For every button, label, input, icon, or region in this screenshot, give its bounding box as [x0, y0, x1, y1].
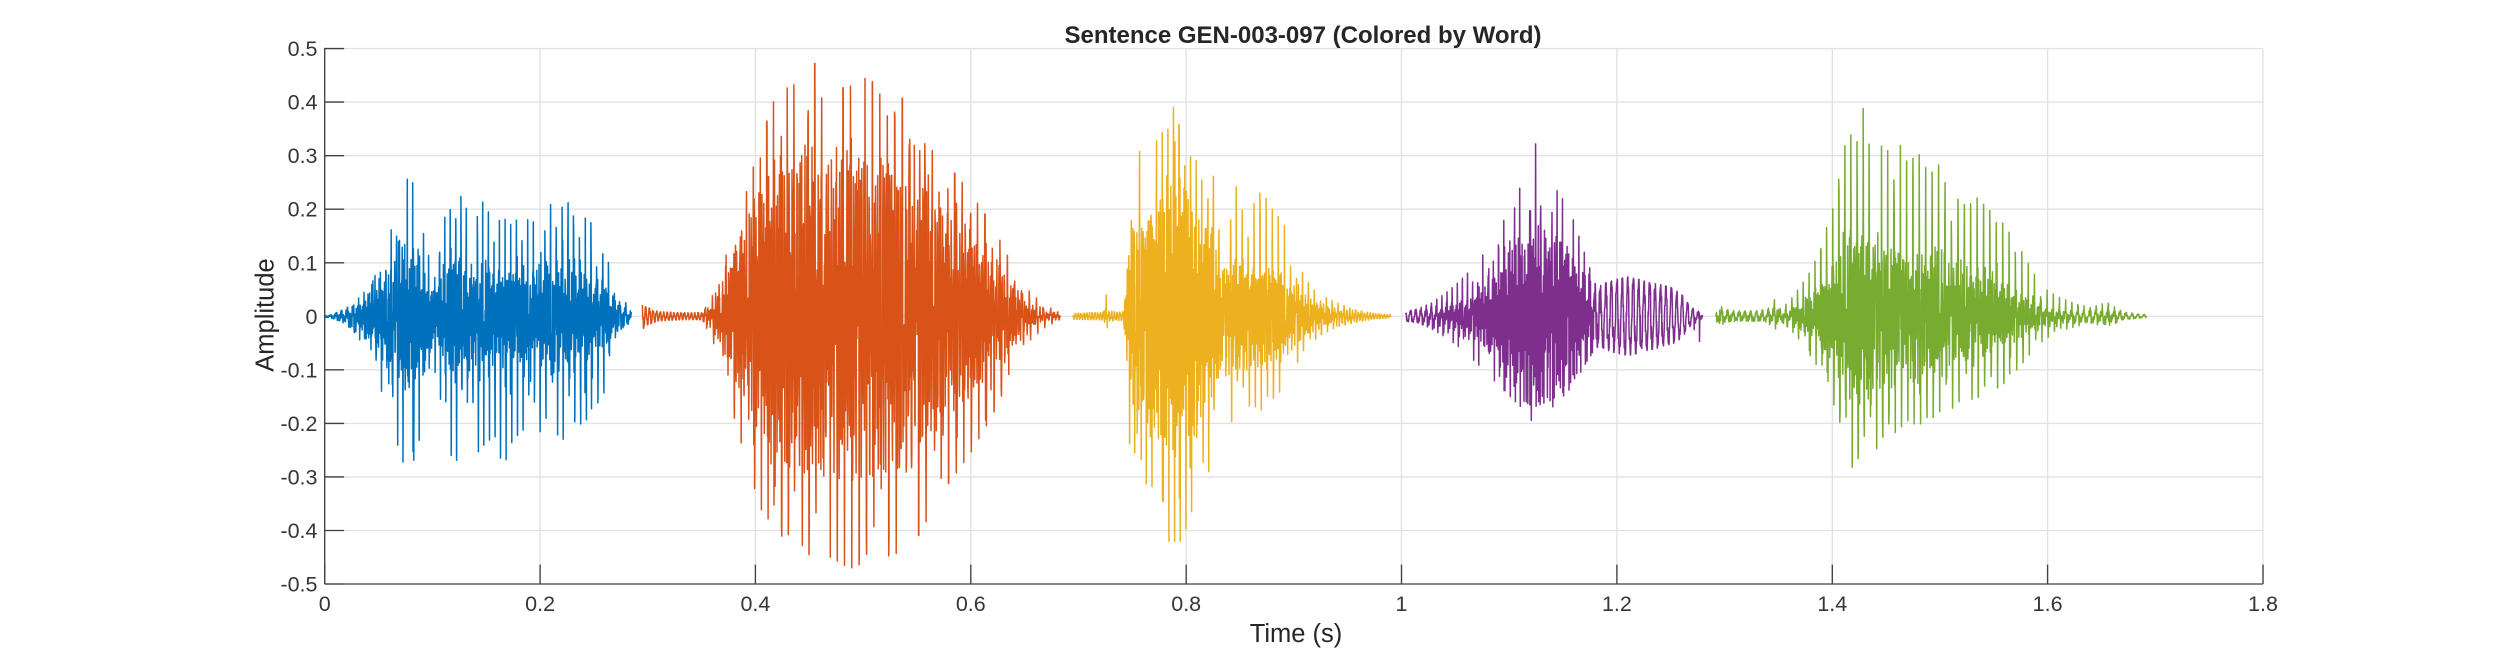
svg-text:0.2: 0.2 — [525, 592, 555, 616]
svg-text:0.8: 0.8 — [1171, 592, 1201, 616]
svg-text:0.6: 0.6 — [956, 592, 986, 616]
svg-text:1.2: 1.2 — [1602, 592, 1632, 616]
svg-text:-0.3: -0.3 — [280, 465, 317, 489]
svg-text:-0.5: -0.5 — [280, 573, 317, 597]
svg-text:-0.1: -0.1 — [280, 358, 317, 382]
svg-text:1.4: 1.4 — [1817, 592, 1847, 616]
svg-text:0: 0 — [306, 305, 318, 329]
svg-text:0.3: 0.3 — [288, 144, 318, 168]
svg-text:0.4: 0.4 — [740, 592, 770, 616]
svg-text:0: 0 — [319, 592, 331, 616]
svg-text:1.6: 1.6 — [2033, 592, 2063, 616]
svg-text:0.1: 0.1 — [288, 251, 318, 275]
svg-text:Sentence GEN-003-097 (Colored: Sentence GEN-003-097 (Colored by Word) — [1065, 22, 1542, 49]
svg-text:0.4: 0.4 — [288, 91, 318, 115]
svg-text:0.2: 0.2 — [288, 198, 318, 222]
svg-text:-0.2: -0.2 — [280, 412, 317, 436]
svg-text:Amplitude: Amplitude — [252, 258, 280, 371]
svg-text:-0.4: -0.4 — [280, 519, 317, 543]
svg-text:1: 1 — [1396, 592, 1408, 616]
svg-text:Time (s): Time (s) — [1250, 620, 1343, 648]
svg-text:0.5: 0.5 — [288, 37, 318, 61]
svg-text:1.8: 1.8 — [2248, 592, 2278, 616]
